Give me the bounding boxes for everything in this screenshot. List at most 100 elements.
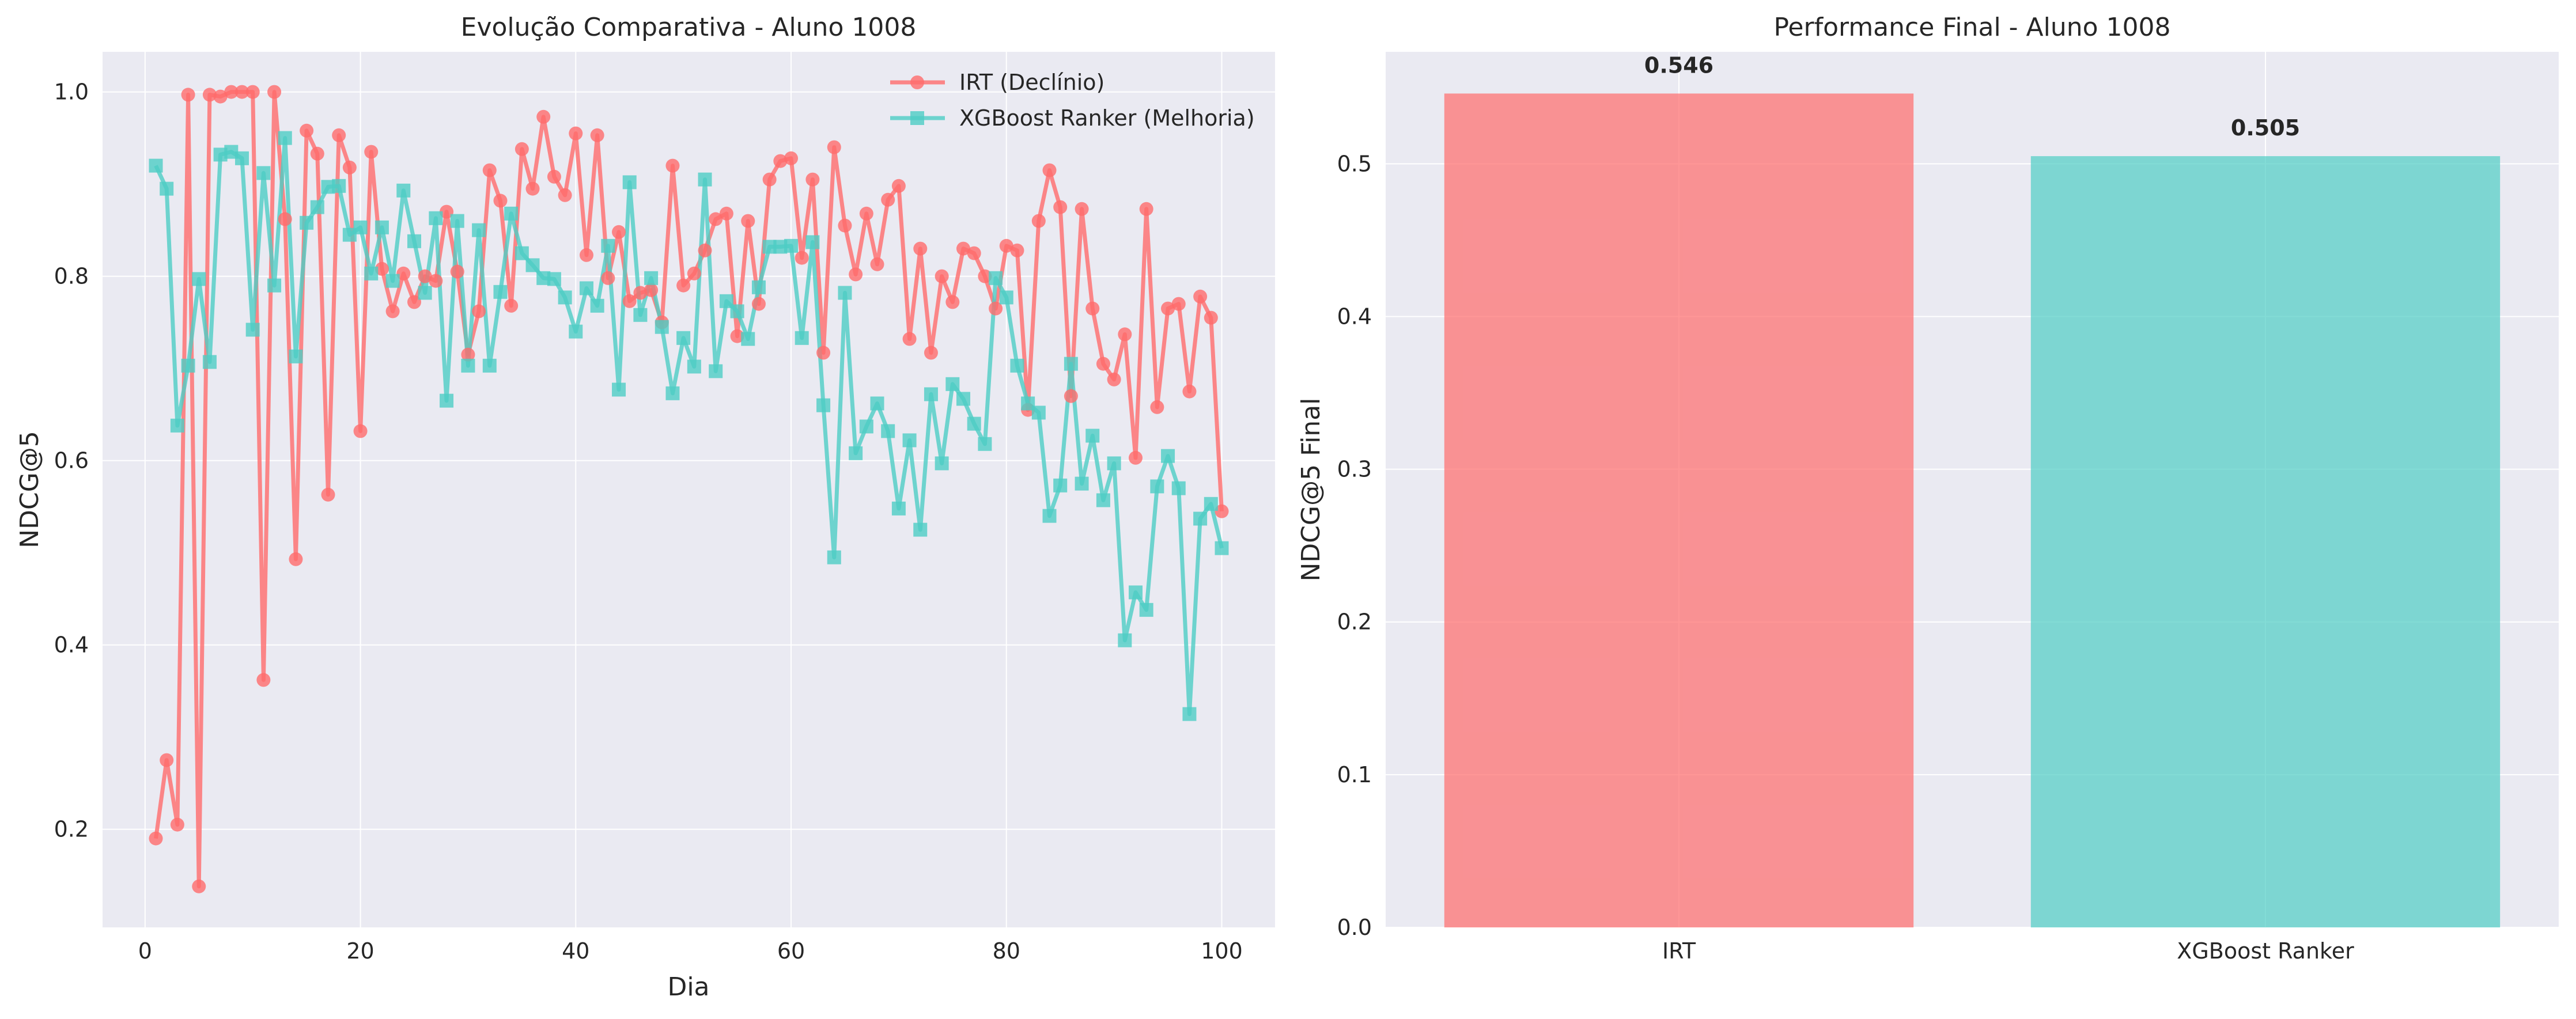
xgboost-data-point [633,308,648,322]
irt-data-point [687,266,701,281]
irt-data-point [967,246,981,260]
irt-data-point [234,85,249,99]
xgboost-data-point [795,331,809,345]
irt-data-point [1161,301,1175,316]
xgboost-data-point [924,387,938,401]
irt-data-point [1042,163,1057,177]
irt-data-point [751,297,766,311]
xgboost-data-point [870,396,884,411]
irt-data-point [838,218,852,233]
line-chart-markers [149,85,1229,893]
xgboost-data-point [256,166,271,180]
xgboost-data-point [956,392,971,406]
irt-data-point [978,269,992,283]
irt-data-point [1096,357,1110,371]
legend-label-xgboost: XGBoost Ranker (Melhoria) [959,105,1255,131]
irt-data-point [859,206,873,221]
irt-data-point [536,109,551,124]
irt-data-point [741,214,755,228]
xgboost-data-point [396,183,411,198]
xgboost-data-point [353,220,368,234]
xgboost-data-point [515,246,529,260]
xgboost-data-point [278,131,292,145]
xgboost-data-point [891,501,906,516]
xgboost-data-point [644,271,659,285]
xgboost-data-point [827,550,841,565]
xgboost-data-point [1075,476,1089,491]
legend-marker-xgboost [910,111,924,125]
line-chart-y-ticks: 0.2 0.4 0.6 0.8 1.0 [54,79,89,842]
irt-data-point [321,487,335,502]
xgboost-data-point [1171,481,1186,495]
irt-data-point [224,85,239,99]
line-chart-y-tick-label: 0.6 [54,448,89,473]
xgboost-data-point [1064,357,1078,371]
irt-data-point [267,85,282,99]
bar-value-label: 0.505 [2231,115,2300,141]
irt-data-point [1193,289,1208,304]
xgboost-data-point [590,298,604,313]
xgboost-data-point [945,377,960,391]
xgboost-data-point [913,522,928,537]
irt-data-point [913,241,928,256]
irt-data-point [935,269,949,283]
irt-data-point [493,194,508,208]
bar-chart-y-axis-label: NDCG@5 Final [1296,398,1326,582]
xgboost-data-point [849,446,863,460]
irt-data-point [622,294,637,308]
line-chart-y-tick-label: 0.8 [54,264,89,289]
xgboost-data-point [1053,478,1068,493]
irt-data-point [342,160,357,175]
irt-data-point [870,257,884,271]
irt-data-point [891,179,906,193]
bar-chart-value-labels: 0.546 0.505 [1644,52,2300,141]
xgboost-data-point [1193,512,1208,526]
xgboost-data-point [332,179,346,193]
irt-data-point [332,128,346,142]
xgboost-data-point [741,332,755,346]
line-chart-y-tick-label: 1.0 [54,79,89,105]
irt-data-point [310,146,324,161]
irt-data-point [1075,202,1089,216]
irt-data-point [816,346,831,360]
irt-data-point [160,753,174,767]
irt-data-point [1107,372,1121,387]
irt-data-point [289,552,303,566]
irt-data-point [633,286,648,300]
xgboost-data-point [429,211,443,225]
xgboost-data-point [1215,541,1229,555]
irt-data-point [1118,327,1132,342]
xgboost-data-point [665,386,680,400]
xgboost-data-point [245,323,260,337]
irt-data-point [924,346,938,360]
xgboost-data-point [676,331,691,345]
xgboost-data-point [202,355,217,369]
line-chart-x-ticks: 0 20 40 60 80 100 [138,938,1243,964]
bar-chart-x-tick-label: IRT [1662,938,1696,964]
bar-chart-y-tick-label: 0.3 [1337,457,1372,482]
bar-chart-y-tick-label: 0.0 [1337,915,1372,940]
irt-data-point [676,278,691,293]
xgboost-data-point [1042,509,1057,523]
legend-marker-irt [910,75,924,89]
irt-data-point [472,304,486,319]
xgboost-data-point [364,266,379,281]
xgboost-data-point [967,416,981,431]
irt-data-point [644,283,659,297]
irt-data-point [665,158,680,173]
irt-data-point [773,154,788,168]
irt-data-point [579,248,593,262]
irt-data-point [1139,202,1153,216]
irt-data-point [795,251,809,265]
irt-data-point [202,88,217,102]
xgboost-data-point [234,151,249,165]
xgboost-data-point [461,358,475,373]
bar-chart-x-ticks: IRT XGBoost Ranker [1662,938,2354,964]
irt-data-point [1171,297,1186,311]
irt-data-point [719,206,733,221]
irt-data-point [784,151,799,165]
xgboost-data-point [1150,479,1164,494]
xgboost-data-point [935,456,949,471]
xgboost-data-point [1129,585,1143,600]
